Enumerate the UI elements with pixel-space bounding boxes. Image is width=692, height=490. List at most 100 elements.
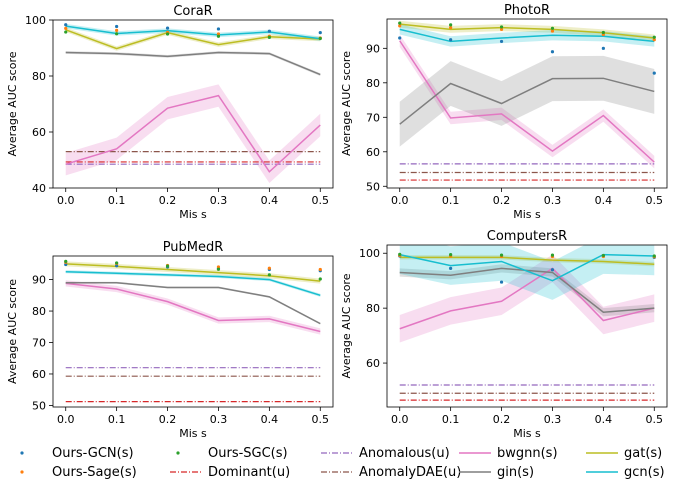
series-line bbox=[399, 23, 655, 39]
data-point bbox=[652, 254, 656, 258]
x-tick-label: 0.2 bbox=[493, 194, 511, 207]
data-point bbox=[267, 29, 271, 33]
series-line bbox=[399, 256, 655, 265]
y-tick-label: 100 bbox=[25, 14, 46, 27]
data-point bbox=[601, 253, 605, 258]
data-point bbox=[216, 265, 221, 269]
legend-item: Dominant(u) bbox=[170, 465, 290, 480]
data-point bbox=[550, 50, 555, 54]
y-tick-label: 90 bbox=[366, 42, 380, 55]
data-point bbox=[499, 253, 504, 257]
plot-frame bbox=[52, 255, 334, 408]
legend-label: Ours-Sage(s) bbox=[52, 465, 137, 480]
data-point bbox=[398, 252, 402, 256]
y-tick-label: 80 bbox=[32, 305, 46, 318]
series-line bbox=[65, 270, 321, 297]
chart-title: CoraR bbox=[173, 4, 212, 19]
x-axis-label: Mis s bbox=[513, 427, 541, 440]
data-point bbox=[449, 38, 453, 42]
series-line bbox=[399, 253, 655, 282]
legend-label: gat(s) bbox=[624, 446, 662, 461]
x-tick-label: 0.1 bbox=[442, 413, 460, 426]
plot-frame bbox=[386, 244, 668, 408]
chart-title: PubMedR bbox=[163, 240, 224, 255]
chart-3: 0.0 0.1 0.2 0.3 0.4 0.5 60 80 100 ComputersR Mis s… bbox=[340, 229, 668, 440]
legend-item: Ours-Sage(s) bbox=[20, 465, 137, 480]
y-tick-label: 100 bbox=[359, 247, 380, 260]
series-line bbox=[65, 94, 321, 173]
series-band bbox=[65, 84, 321, 183]
data-point bbox=[216, 32, 221, 36]
x-axis-label: Mis s bbox=[179, 208, 207, 221]
data-point bbox=[398, 36, 402, 40]
y-tick-label: 90 bbox=[32, 274, 46, 287]
data-point bbox=[165, 26, 170, 30]
y-axis-label: Average AUC score bbox=[340, 273, 353, 378]
legend-item: gcn(s) bbox=[586, 465, 665, 480]
y-tick-label: 60 bbox=[366, 357, 380, 370]
data-point bbox=[652, 38, 656, 42]
y-tick-label: 60 bbox=[366, 146, 380, 159]
x-tick-label: 0.3 bbox=[544, 413, 562, 426]
data-point bbox=[115, 264, 119, 268]
series-line bbox=[65, 282, 321, 333]
series-line bbox=[65, 29, 321, 50]
y-tick-label: 80 bbox=[366, 302, 380, 315]
data-point bbox=[165, 32, 170, 36]
data-point bbox=[267, 266, 271, 270]
data-point bbox=[499, 25, 504, 29]
legend-marker bbox=[20, 451, 24, 455]
data-point bbox=[64, 262, 68, 267]
x-tick-label: 0.4 bbox=[261, 413, 279, 426]
data-point bbox=[499, 280, 504, 284]
data-point bbox=[267, 35, 271, 39]
data-point bbox=[165, 264, 170, 268]
x-tick-label: 0.0 bbox=[57, 194, 75, 207]
x-tick-label: 0.3 bbox=[210, 413, 228, 426]
legend-label: AnomalyDAE(u) bbox=[359, 465, 461, 480]
x-tick-label: 0.0 bbox=[391, 413, 409, 426]
y-tick-label: 40 bbox=[32, 182, 46, 195]
legend-marker bbox=[20, 470, 24, 474]
data-point bbox=[550, 268, 555, 272]
series-band bbox=[399, 264, 655, 317]
series-band bbox=[399, 254, 655, 343]
legend-label: bwgnn(s) bbox=[497, 446, 558, 461]
x-tick-label: 0.3 bbox=[544, 194, 562, 207]
chart-2: 0.0 0.1 0.2 0.3 0.4 0.5 50 60 70 80 90 PubMedR Mis s… bbox=[6, 240, 334, 440]
chart-title: PhotoR bbox=[504, 3, 550, 18]
data-point bbox=[267, 273, 271, 277]
data-point bbox=[449, 253, 453, 257]
legend-label: Anomalous(u) bbox=[359, 446, 450, 461]
data-point bbox=[64, 26, 68, 30]
data-point bbox=[449, 26, 453, 30]
y-tick-label: 50 bbox=[366, 180, 380, 193]
x-tick-label: 0.5 bbox=[312, 194, 330, 207]
x-tick-label: 0.4 bbox=[261, 194, 279, 207]
legend-label: gin(s) bbox=[497, 465, 534, 480]
plot-area bbox=[64, 259, 322, 403]
data-point bbox=[115, 28, 119, 32]
legend-item: Ours-GCN(s) bbox=[20, 446, 134, 461]
x-tick-label: 0.3 bbox=[210, 194, 228, 207]
data-point bbox=[318, 267, 322, 272]
plot-area bbox=[64, 23, 322, 183]
chart-title: ComputersR bbox=[487, 229, 567, 244]
legend-label: Dominant(u) bbox=[208, 465, 290, 480]
series-line bbox=[399, 267, 655, 330]
chart-1: 0.0 0.1 0.2 0.3 0.4 0.5 50 60 70 80 90 PhotoR Mis s A… bbox=[340, 3, 668, 221]
x-tick-label: 0.0 bbox=[391, 194, 409, 207]
series-line bbox=[65, 51, 321, 76]
data-point bbox=[318, 277, 322, 281]
legend-item: Ours-SGC(s) bbox=[176, 446, 288, 461]
data-point bbox=[64, 23, 68, 27]
x-tick-label: 0.5 bbox=[646, 413, 664, 426]
x-tick-label: 0.2 bbox=[159, 194, 177, 207]
x-tick-label: 0.4 bbox=[595, 194, 613, 207]
series-line bbox=[65, 281, 321, 325]
x-axis-label: Mis s bbox=[179, 427, 207, 440]
y-axis-label: Average AUC score bbox=[340, 51, 353, 156]
legend-label: Ours-SGC(s) bbox=[208, 446, 288, 461]
data-point bbox=[64, 30, 68, 34]
